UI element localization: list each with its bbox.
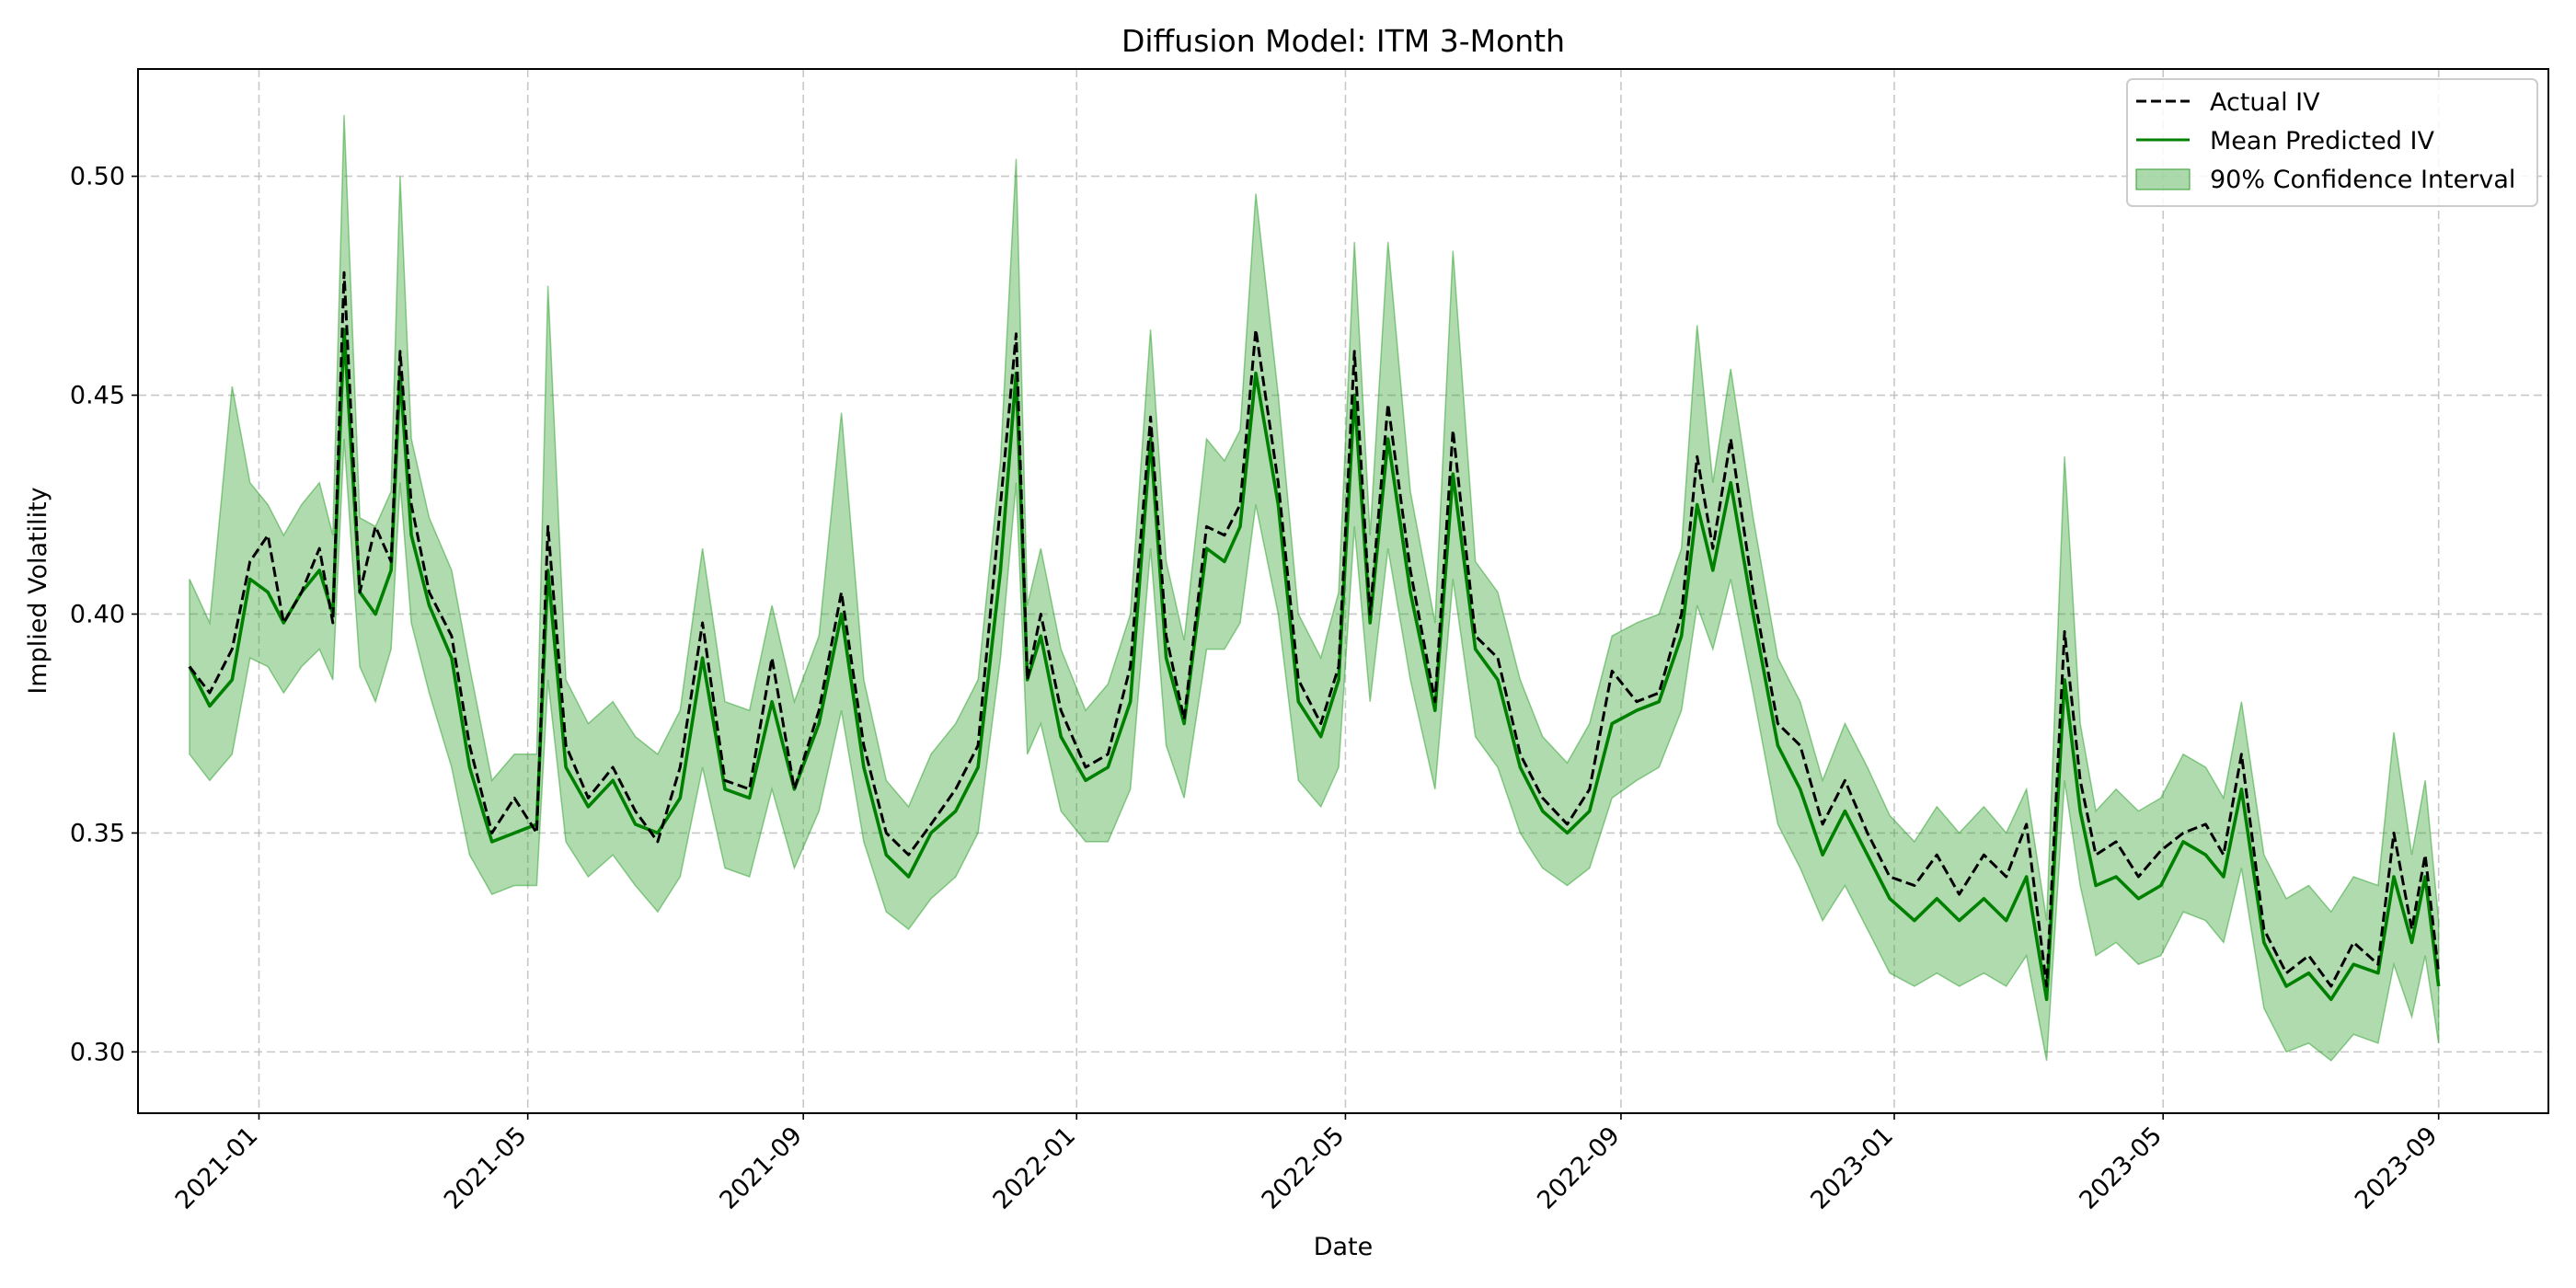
legend-label-actual-iv: Actual IV bbox=[2210, 88, 2320, 117]
y-tick-label: 0.35 bbox=[70, 819, 125, 847]
legend-swatch-confidence-interval bbox=[2135, 168, 2191, 190]
y-tick-label: 0.45 bbox=[70, 382, 125, 410]
mean-predicted-iv-line bbox=[188, 328, 2441, 1002]
confidence-band-layer bbox=[189, 114, 2440, 1062]
y-axis: 0.30 0.35 0.40 0.45 0.50 bbox=[70, 163, 138, 1066]
legend: Actual IV Mean Predicted IV 90% Confiden… bbox=[2126, 78, 2538, 207]
legend-box bbox=[2126, 78, 2538, 207]
actual-iv-line bbox=[188, 270, 2441, 988]
x-axis-title: Date bbox=[1314, 1233, 1374, 1261]
legend-label-mean-predicted-iv: Mean Predicted IV bbox=[2210, 127, 2434, 155]
y-tick-label: 0.40 bbox=[70, 600, 125, 628]
plot-frame bbox=[137, 68, 2549, 1114]
confidence-interval-band bbox=[189, 114, 2440, 1062]
y-axis-title: Implied Volatility bbox=[24, 487, 52, 694]
series-layer bbox=[188, 270, 2441, 1002]
legend-label-confidence-interval: 90% Confidence Interval bbox=[2210, 166, 2515, 194]
y-tick-label: 0.50 bbox=[70, 163, 125, 191]
chart-title: Diffusion Model: ITM 3-Month bbox=[1121, 23, 1565, 59]
y-tick-label: 0.30 bbox=[70, 1038, 125, 1066]
